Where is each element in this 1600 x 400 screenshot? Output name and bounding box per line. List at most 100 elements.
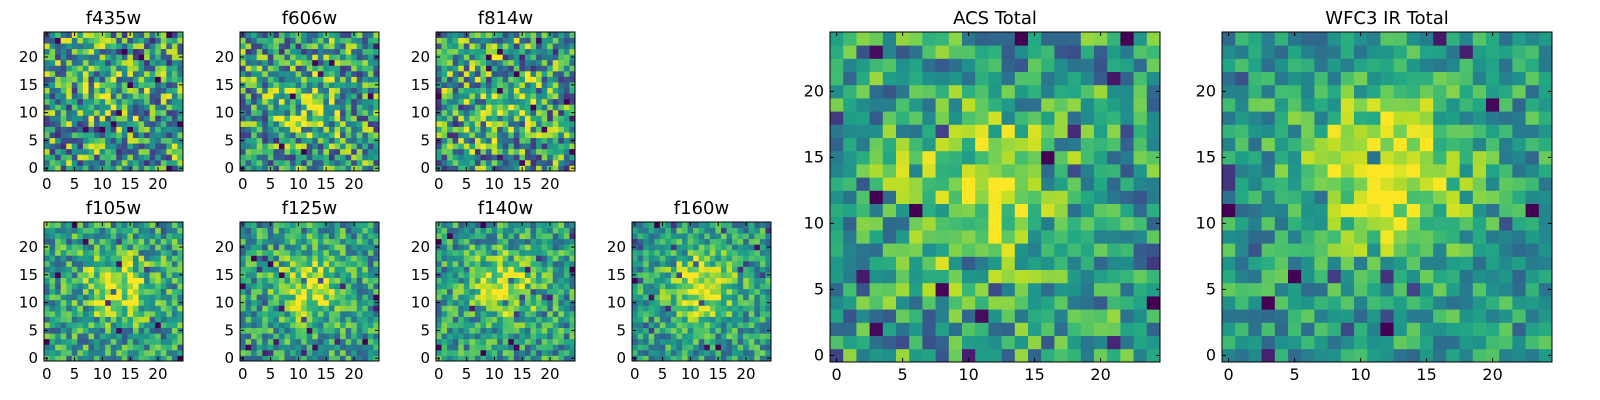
heatmap-cell xyxy=(312,338,319,345)
heatmap-cell xyxy=(166,333,173,340)
heatmap-cell xyxy=(458,87,465,94)
heatmap-cell xyxy=(66,143,73,150)
heatmap-cell xyxy=(171,283,178,290)
heatmap-cell xyxy=(144,349,151,356)
heatmap-cell xyxy=(743,233,750,240)
heatmap-cell xyxy=(502,260,509,267)
heatmap-cell xyxy=(759,260,766,267)
heatmap-cell xyxy=(480,104,487,111)
heatmap-cell xyxy=(116,115,123,122)
heatmap-cell xyxy=(340,82,347,88)
heatmap-cell xyxy=(105,327,112,334)
heatmap-cell xyxy=(245,277,252,284)
heatmap-cell xyxy=(334,310,341,317)
heatmap-cell xyxy=(569,32,576,38)
heatmap-cell xyxy=(682,327,688,334)
heatmap-cell xyxy=(49,272,56,278)
heatmap-cell xyxy=(251,349,258,356)
heatmap-cell xyxy=(508,322,515,329)
heatmap-cell xyxy=(452,43,459,50)
heatmap-cell xyxy=(447,165,454,172)
heatmap-cell xyxy=(273,87,280,94)
heatmap-cell xyxy=(356,143,363,150)
heatmap-cell xyxy=(256,333,263,340)
heatmap-cell xyxy=(654,355,661,362)
heatmap-cell xyxy=(312,277,319,284)
heatmap-cell xyxy=(144,143,151,150)
heatmap-cell xyxy=(367,227,374,234)
heatmap-cell xyxy=(737,260,744,267)
heatmap-cell xyxy=(240,260,246,267)
heatmap-cell xyxy=(177,255,184,262)
heatmap-cell xyxy=(301,244,308,251)
heatmap-cell xyxy=(530,333,537,340)
heatmap-cell xyxy=(458,115,465,122)
heatmap-cell xyxy=(474,238,481,245)
heatmap-cell xyxy=(563,283,570,290)
heatmap-cell xyxy=(948,164,963,178)
heatmap-cell xyxy=(508,70,515,77)
heatmap-cell xyxy=(474,244,481,251)
heatmap-cell xyxy=(524,277,531,284)
heatmap-cell xyxy=(301,43,308,50)
heatmap-cell xyxy=(340,222,347,228)
heatmap-cell xyxy=(497,37,504,44)
heatmap-cell xyxy=(519,126,526,133)
heatmap-cell xyxy=(441,43,448,50)
heatmap-cell xyxy=(441,165,448,172)
heatmap-cell xyxy=(530,37,537,44)
heatmap-cell xyxy=(278,249,285,256)
heatmap-cell xyxy=(563,310,570,317)
heatmap-cell xyxy=(88,294,95,301)
heatmap-cell xyxy=(127,104,134,111)
heatmap-cell xyxy=(94,32,100,38)
heatmap-cell xyxy=(88,288,95,295)
heatmap-cell xyxy=(362,294,369,301)
heatmap-cell xyxy=(704,322,711,329)
heatmap-cell xyxy=(295,148,302,155)
heatmap-cell xyxy=(267,344,274,351)
heatmap-cell xyxy=(869,348,884,363)
heatmap-cell xyxy=(441,322,448,329)
heatmap-cell xyxy=(441,288,448,295)
heatmap-cell xyxy=(284,120,291,127)
heatmap-cell xyxy=(105,338,112,345)
heatmap-cell xyxy=(160,305,167,312)
heatmap-cell xyxy=(480,299,487,306)
heatmap-cell xyxy=(508,143,515,150)
heatmap-cell xyxy=(99,87,106,94)
heatmap-cell xyxy=(1054,203,1068,218)
heatmap-cell xyxy=(373,87,380,94)
heatmap-cell xyxy=(737,338,744,345)
heatmap-cell xyxy=(110,59,117,66)
heatmap-cell xyxy=(155,43,162,50)
heatmap-cell xyxy=(356,93,363,100)
x-tick-label: 20 xyxy=(540,365,559,383)
heatmap-cell xyxy=(110,87,117,94)
heatmap-cell xyxy=(463,260,470,267)
heatmap-cell xyxy=(373,266,380,273)
heatmap-cell xyxy=(356,82,363,88)
heatmap-cell xyxy=(452,294,459,301)
heatmap-cell xyxy=(312,93,319,100)
heatmap-cell xyxy=(55,54,62,61)
heatmap-cell xyxy=(88,266,95,273)
heatmap-cell xyxy=(356,277,363,284)
heatmap-cell xyxy=(110,104,117,111)
heatmap-cell xyxy=(127,70,134,77)
heatmap-cell xyxy=(748,233,755,240)
heatmap-cell xyxy=(737,299,744,306)
heatmap-cell xyxy=(290,327,296,334)
heatmap-cell xyxy=(1014,216,1029,231)
heatmap-cell xyxy=(547,238,554,245)
heatmap-cell xyxy=(693,294,700,301)
heatmap-cell xyxy=(144,294,151,301)
heatmap-cell xyxy=(116,227,123,234)
heatmap-cell xyxy=(356,148,363,155)
heatmap-cell xyxy=(1054,190,1068,204)
heatmap-cell xyxy=(486,299,492,306)
heatmap-cell xyxy=(66,327,73,334)
heatmap-cell xyxy=(94,355,100,362)
heatmap-cell xyxy=(732,244,739,251)
heatmap-cell xyxy=(698,333,705,340)
